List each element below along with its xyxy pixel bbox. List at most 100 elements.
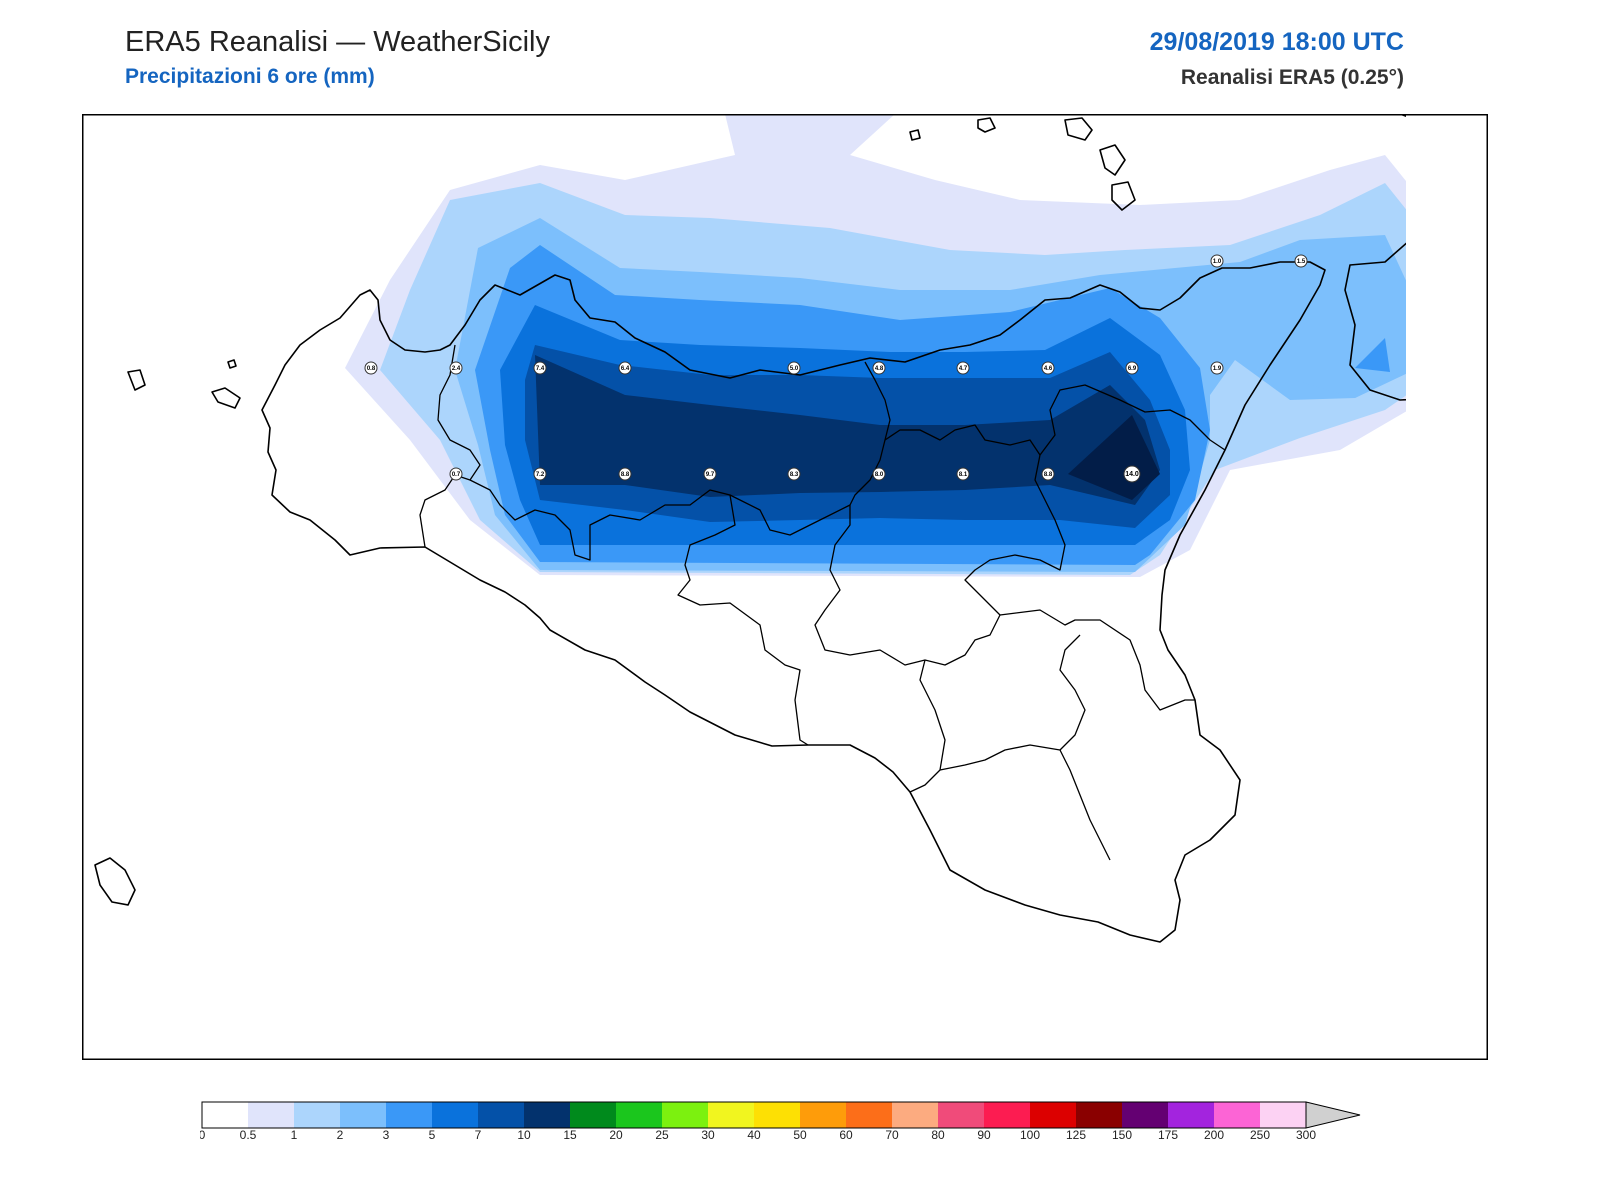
station-markers: 0.8 2.4 7.4 6.4 5.0 4.8 4.7 4.6 6.9 1.9 1.0 1.5 0.7 7… [364,254,1308,483]
station-value: 8.8 [1044,472,1053,478]
colorbar-segment [662,1102,708,1128]
colorbar-tick-label: 5 [429,1128,436,1140]
station-value: 5.0 [790,366,799,372]
station-value: 2.4 [452,366,461,372]
station-value: 1.0 [1213,259,1222,265]
colorbar-segment [754,1102,800,1128]
station-value: 7.2 [536,472,545,478]
boundary-me-pa [864,361,1041,456]
colorbar-segment [846,1102,892,1128]
station-value: 0.8 [367,366,376,372]
colorbar-segment [340,1102,386,1128]
colorbar-segment [800,1102,846,1128]
station-circle [449,361,463,375]
province-boundaries [419,344,1226,861]
colorbar-tick-label: 90 [977,1128,991,1140]
station-value: 9.7 [706,472,715,478]
colorbar-tick-label: 175 [1158,1128,1178,1140]
station-circle [449,467,463,481]
station-circle [533,467,547,481]
station-value: 0.7 [452,472,461,478]
station-circle [703,467,717,481]
colorbar-tick-label: 300 [1296,1128,1316,1140]
colorbar-tick-label: 70 [885,1128,899,1140]
model-label: Reanalisi ERA5 (0.25°) [1180,66,1404,89]
colorbar-tick-label: 150 [1112,1128,1132,1140]
colorbar-tick-label: 15 [563,1128,577,1140]
map-frame [82,114,1488,1060]
station-marker: 6.4 [618,361,632,375]
station-value: 4.6 [1044,366,1053,372]
calabria-coast [1344,114,1406,401]
station-circle [1123,465,1141,483]
egadi-island-1 [127,369,146,391]
colorbar-tick-label: 0.5 [240,1128,257,1140]
colorbar-segment [386,1102,432,1128]
colorbar-segment [938,1102,984,1128]
station-marker: 0.8 [364,361,378,375]
station-value: 8.3 [790,472,799,478]
ustica-island [227,359,237,369]
station-circle [787,361,801,375]
station-value: 6.4 [621,366,630,372]
colorbar-tick-label: 7 [475,1128,482,1140]
logo-caption: WEATHER SICILY [106,1031,224,1047]
colorbar-segment [1260,1102,1306,1128]
station-marker: 5.0 [787,361,801,375]
colorbar-segment [1030,1102,1076,1128]
station-circle [787,467,801,481]
aeolian-island-4 [1099,144,1126,176]
station-marker: 4.8 [872,361,886,375]
colorbar-segment [1122,1102,1168,1128]
colorbar-segment [708,1102,754,1128]
title-block: ERA5 Reanalisi — WeatherSicily Precipita… [125,26,550,89]
station-circle [1210,254,1224,268]
colorbar-tick-label: 20 [609,1128,623,1140]
station-marker: 4.7 [956,361,970,375]
station-circle [1125,361,1139,375]
station-value: 8.1 [959,472,968,478]
colorbar-tick-label: 3 [383,1128,390,1140]
station-marker: 2.4 [449,361,463,375]
aeolian-island-2 [977,117,996,133]
map-subtitle: Precipitazioni 6 ore (mm) [125,65,375,88]
colorbar-segment [432,1102,478,1128]
colorbar-tick-label: 10 [517,1128,531,1140]
colorbar-segment [984,1102,1030,1128]
colorbar-tick-label: 60 [839,1128,853,1140]
colorbar-segment [1168,1102,1214,1128]
station-marker: 8.8 [618,467,632,481]
colorbar-segment [524,1102,570,1128]
map-title: ERA5 Reanalisi — WeatherSicily [125,26,550,58]
station-marker: 6.9 [1125,361,1139,375]
station-marker: 1.9 [1210,361,1224,375]
aeolian-island-1 [909,129,921,141]
station-marker: 7.4 [533,361,547,375]
station-marker: 8.3 [787,467,801,481]
colorbar-segment [202,1102,248,1128]
boundary-cl-rg [909,659,946,793]
boundary-ct-sr [939,744,1111,861]
band-3-east-core [1355,338,1390,372]
colorbar-segment [248,1102,294,1128]
station-value: 8.0 [875,472,884,478]
colorbar-extend-arrow [1305,1101,1361,1129]
colorbar-tick-label: 50 [793,1128,807,1140]
colorbar-tick-label: 30 [701,1128,715,1140]
station-circle [956,361,970,375]
colorbar-tick-label: 100 [1020,1128,1040,1140]
station-marker: 8.0 [872,467,886,481]
station-value: 1.9 [1213,366,1222,372]
station-value: 4.7 [959,366,968,372]
colorbar-tick-label: 0 [200,1128,206,1140]
station-value: 7.4 [536,366,545,372]
station-marker: 1.0 [1210,254,1224,268]
colorbar-tick-label: 250 [1250,1128,1270,1140]
station-marker: 0.7 [449,467,463,481]
valid-datetime: 29/08/2019 18:00 UTC [1149,28,1404,56]
station-marker: 4.6 [1041,361,1055,375]
precip-shading [345,114,1406,577]
band-10 [535,355,1160,505]
station-marker: 8.1 [956,467,970,481]
boundary-cl-en [849,439,886,506]
